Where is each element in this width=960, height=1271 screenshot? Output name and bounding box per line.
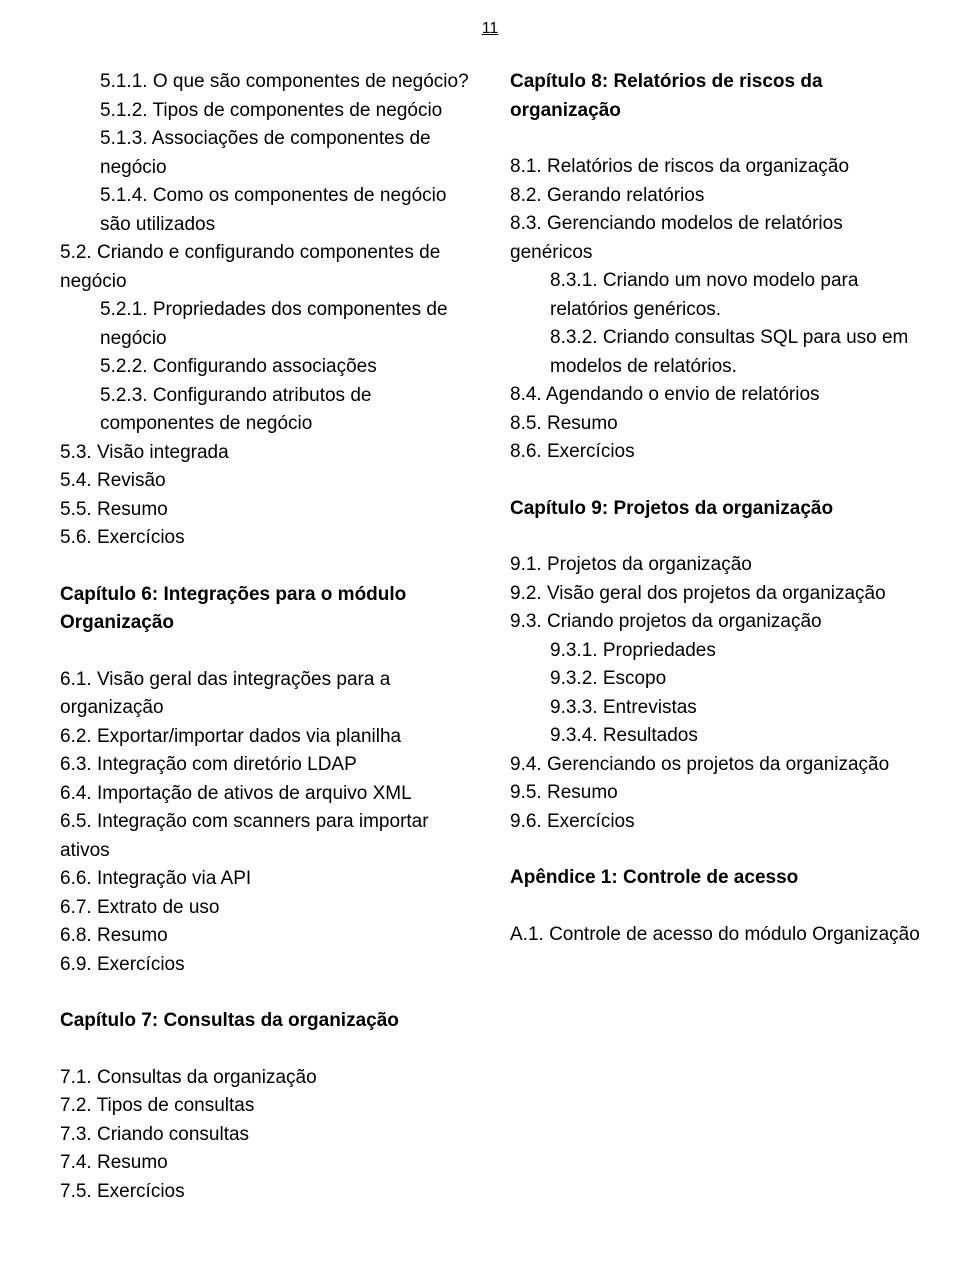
toc-entry: A.1. Controle de acesso do módulo Organi… bbox=[510, 921, 920, 950]
toc-heading: Apêndice 1: Controle de acesso bbox=[510, 864, 920, 893]
toc-entry: 9.3.2. Escopo bbox=[510, 665, 920, 694]
blank-line bbox=[510, 836, 920, 864]
toc-entry: 8.3. Gerenciando modelos de relatórios g… bbox=[510, 210, 920, 267]
toc-entry: 6.6. Integração via API bbox=[60, 865, 470, 894]
toc-heading: Capítulo 9: Projetos da organização bbox=[510, 495, 920, 524]
toc-entry: 6.9. Exercícios bbox=[60, 951, 470, 980]
toc-entry: 7.1. Consultas da organização bbox=[60, 1064, 470, 1093]
blank-line bbox=[510, 893, 920, 921]
blank-line bbox=[60, 979, 470, 1007]
toc-entry: 6.8. Resumo bbox=[60, 922, 470, 951]
toc-entry: 5.1.4. Como os componentes de negócio sã… bbox=[60, 182, 470, 239]
toc-entry: 6.7. Extrato de uso bbox=[60, 894, 470, 923]
toc-heading: Capítulo 6: Integrações para o módulo Or… bbox=[60, 581, 470, 638]
blank-line bbox=[510, 523, 920, 551]
toc-entry: 8.1. Relatórios de riscos da organização bbox=[510, 153, 920, 182]
toc-entry: 9.5. Resumo bbox=[510, 779, 920, 808]
document-page: 11 5.1.1. O que são componentes de negóc… bbox=[0, 0, 960, 1271]
toc-entry: 5.2. Criando e configurando componentes … bbox=[60, 239, 470, 296]
toc-entry: 9.1. Projetos da organização bbox=[510, 551, 920, 580]
toc-entry: 9.3. Criando projetos da organização bbox=[510, 608, 920, 637]
toc-entry: 9.2. Visão geral dos projetos da organiz… bbox=[510, 580, 920, 609]
blank-line bbox=[510, 125, 920, 153]
toc-entry: 9.6. Exercícios bbox=[510, 808, 920, 837]
toc-entry: 5.1.2. Tipos de componentes de negócio bbox=[60, 97, 470, 126]
right-column: Capítulo 8: Relatórios de riscos da orga… bbox=[510, 68, 920, 1206]
toc-entry: 5.2.3. Configurando atributos de compone… bbox=[60, 382, 470, 439]
toc-entry: 8.2. Gerando relatórios bbox=[510, 182, 920, 211]
toc-entry: 8.3.1. Criando um novo modelo para relat… bbox=[510, 267, 920, 324]
toc-entry: 8.3.2. Criando consultas SQL para uso em… bbox=[510, 324, 920, 381]
blank-line bbox=[60, 1036, 470, 1064]
toc-entry: 5.5. Resumo bbox=[60, 496, 470, 525]
toc-entry: 5.2.1. Propriedades dos componentes de n… bbox=[60, 296, 470, 353]
toc-entry: 6.1. Visão geral das integrações para a … bbox=[60, 666, 470, 723]
toc-entry: 7.4. Resumo bbox=[60, 1149, 470, 1178]
blank-line bbox=[60, 638, 470, 666]
toc-entry: 5.3. Visão integrada bbox=[60, 439, 470, 468]
toc-entry: 6.2. Exportar/importar dados via planilh… bbox=[60, 723, 470, 752]
toc-entry: 8.6. Exercícios bbox=[510, 438, 920, 467]
content-columns: 5.1.1. O que são componentes de negócio?… bbox=[60, 68, 920, 1206]
toc-entry: 5.1.1. O que são componentes de negócio? bbox=[60, 68, 470, 97]
toc-entry: 6.5. Integração com scanners para import… bbox=[60, 808, 470, 865]
toc-entry: 9.3.3. Entrevistas bbox=[510, 694, 920, 723]
blank-line bbox=[60, 553, 470, 581]
left-column: 5.1.1. O que são componentes de negócio?… bbox=[60, 68, 470, 1206]
blank-line bbox=[510, 467, 920, 495]
toc-entry: 8.4. Agendando o envio de relatórios bbox=[510, 381, 920, 410]
toc-entry: 9.4. Gerenciando os projetos da organiza… bbox=[510, 751, 920, 780]
toc-entry: 7.5. Exercícios bbox=[60, 1178, 470, 1207]
page-number: 11 bbox=[60, 20, 920, 38]
toc-heading: Capítulo 7: Consultas da organização bbox=[60, 1007, 470, 1036]
toc-entry: 5.4. Revisão bbox=[60, 467, 470, 496]
toc-entry: 9.3.4. Resultados bbox=[510, 722, 920, 751]
toc-entry: 5.2.2. Configurando associações bbox=[60, 353, 470, 382]
toc-entry: 8.5. Resumo bbox=[510, 410, 920, 439]
toc-heading: Capítulo 8: Relatórios de riscos da orga… bbox=[510, 68, 920, 125]
toc-entry: 9.3.1. Propriedades bbox=[510, 637, 920, 666]
toc-entry: 7.2. Tipos de consultas bbox=[60, 1092, 470, 1121]
toc-entry: 5.6. Exercícios bbox=[60, 524, 470, 553]
toc-entry: 6.3. Integração com diretório LDAP bbox=[60, 751, 470, 780]
toc-entry: 6.4. Importação de ativos de arquivo XML bbox=[60, 780, 470, 809]
toc-entry: 7.3. Criando consultas bbox=[60, 1121, 470, 1150]
toc-entry: 5.1.3. Associações de componentes de neg… bbox=[60, 125, 470, 182]
